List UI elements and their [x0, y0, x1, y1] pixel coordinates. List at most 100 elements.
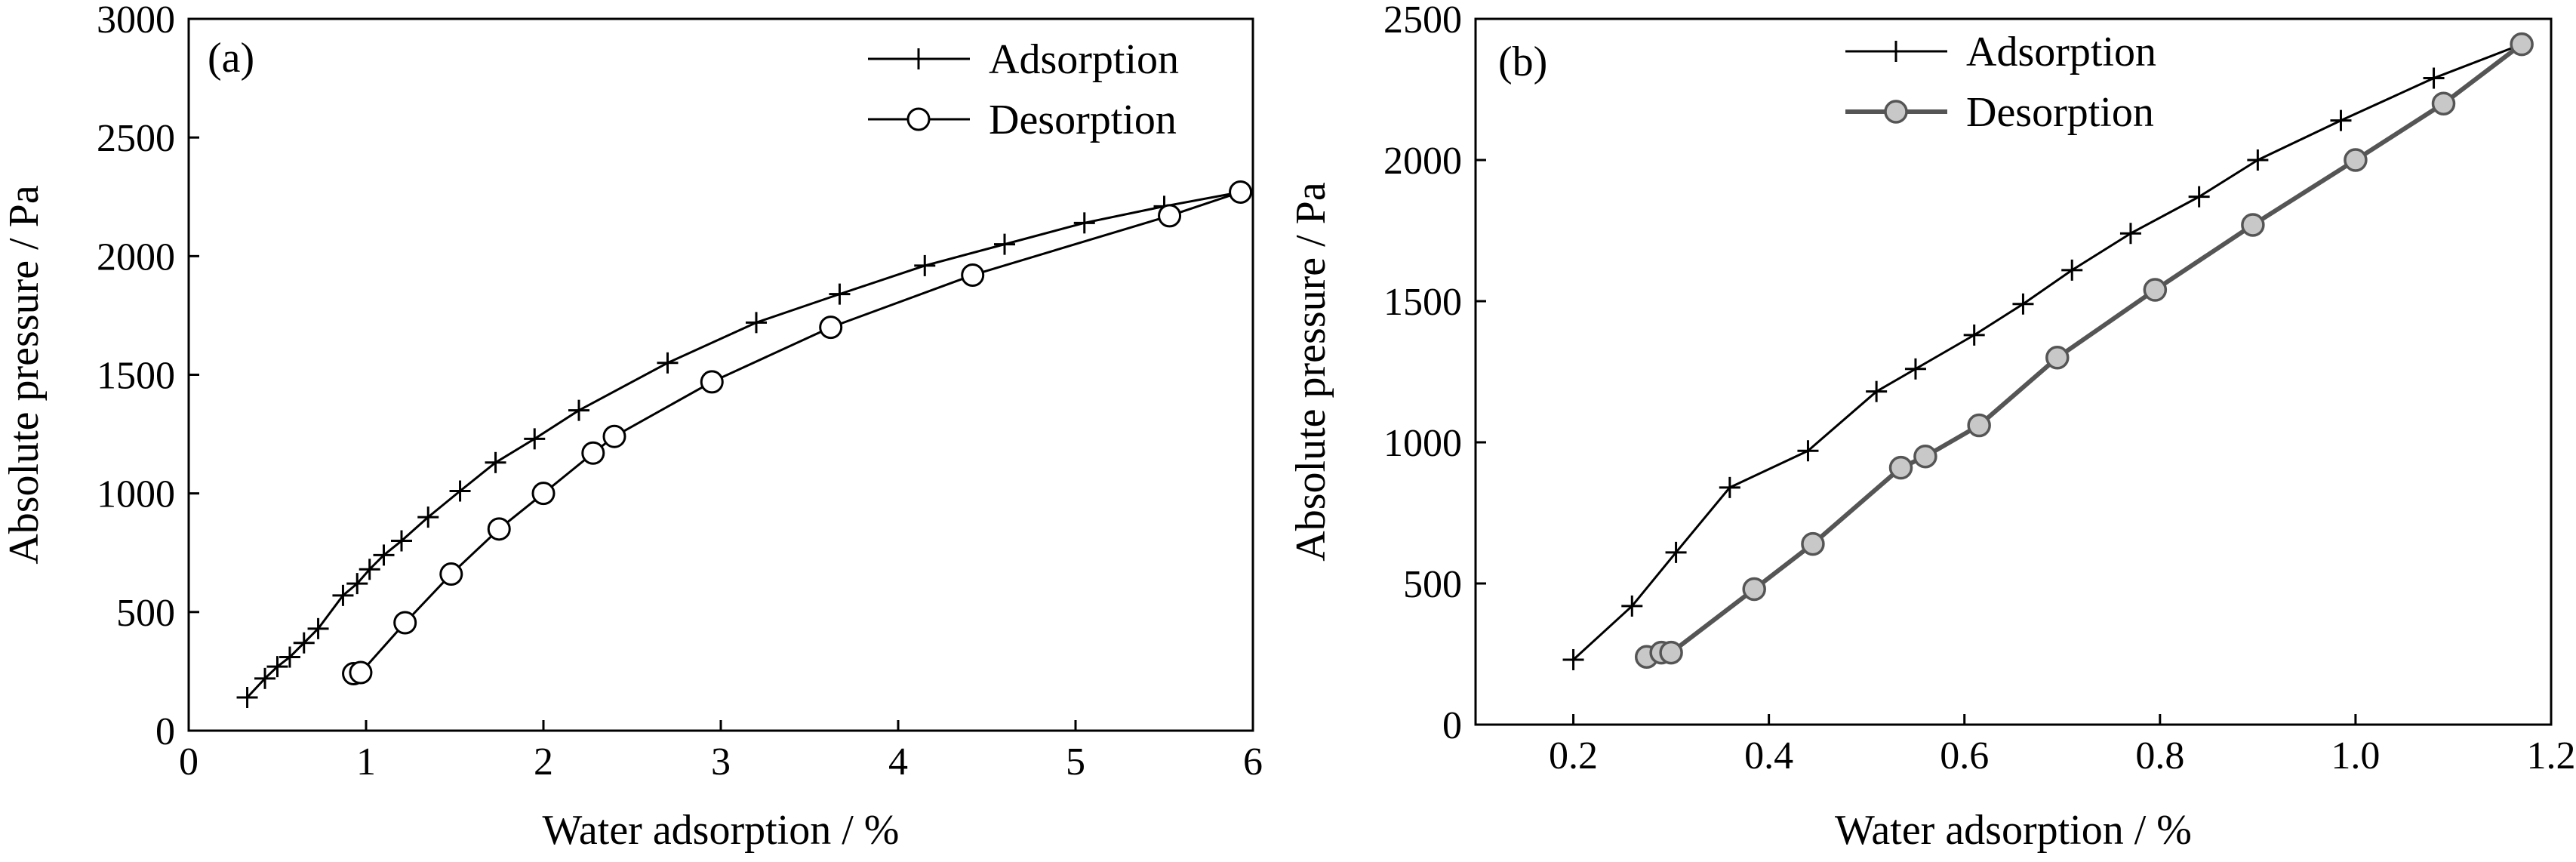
legend-label: Desorption [989, 97, 1177, 143]
data-point [1158, 204, 1182, 228]
y-tick-label: 1500 [1383, 281, 1462, 324]
plot-frame [1474, 17, 2553, 726]
legend-entry-adsorption: Adsorption [868, 36, 1179, 83]
data-point [1904, 358, 1926, 380]
x-axis-title: Water adsorption / % [543, 807, 900, 854]
data-point [2143, 278, 2168, 302]
y-tick-label: 2000 [97, 236, 175, 279]
series-line [1572, 43, 2522, 661]
data-point [657, 352, 679, 374]
data-point [332, 584, 354, 606]
data-point [581, 441, 605, 465]
x-tick-label: 3 [711, 740, 731, 783]
series-adsorption [1562, 33, 2533, 670]
data-point [1719, 476, 1740, 498]
data-point [2423, 67, 2445, 89]
data-point [1665, 541, 1687, 563]
data-point [829, 283, 851, 305]
y-tick-label: 500 [116, 592, 175, 635]
series-desorption [1634, 32, 2534, 669]
y-tick-label: 1500 [97, 355, 175, 398]
x-tick-label: 0.6 [1940, 734, 1989, 777]
data-point [373, 544, 395, 566]
legend-entry-adsorption: Adsorption [1845, 29, 2156, 75]
x-tick-label: 0.8 [2135, 734, 2184, 777]
chart-panel-2: 0.2 0.4 0.6 0.8 1.0 1.2 0 500 1000 1500 2000 2500 Wa… [1288, 0, 2576, 854]
panel-label: (b) [1498, 38, 1547, 85]
data-point [449, 480, 471, 502]
y-axis-title: Absolute pressure / Pa [1, 185, 48, 565]
data-point [524, 428, 546, 450]
data-point [2344, 148, 2368, 172]
data-point [700, 370, 724, 394]
series-line [353, 191, 1242, 676]
series-desorption [342, 180, 1253, 686]
data-point [531, 482, 556, 506]
data-point [1659, 640, 1683, 665]
data-point [2241, 213, 2265, 237]
legend-label: Adsorption [1966, 29, 2156, 75]
x-tick-label: 0 [179, 740, 199, 783]
x-tick-label: 4 [888, 740, 908, 783]
data-point [293, 632, 315, 654]
data-point [568, 399, 589, 421]
data-point [391, 530, 412, 552]
data-point [349, 660, 373, 685]
x-tick-label: 1 [356, 740, 376, 783]
series-adsorption [236, 181, 1251, 708]
legend-label: Adsorption [989, 36, 1179, 83]
data-point [1967, 413, 1991, 438]
data-point [746, 312, 767, 334]
data-point [1742, 577, 1766, 602]
data-point [2510, 32, 2534, 57]
data-point [279, 646, 300, 668]
y-tick-label: 2500 [1383, 0, 1462, 42]
legend-entry-desorption: Desorption [1845, 89, 2154, 136]
legend-marker [906, 107, 931, 131]
data-point [2119, 223, 2141, 245]
x-axis-title: Water adsorption / % [1835, 807, 2192, 854]
y-tick-label: 0 [155, 710, 175, 753]
data-point [819, 316, 843, 340]
legend-entry-desorption: Desorption [868, 97, 1177, 143]
data-point [346, 573, 368, 595]
y-tick-label: 1000 [97, 473, 175, 516]
data-point [1797, 440, 1819, 462]
series-line [1645, 42, 2523, 660]
y-tick-label: 2000 [1383, 140, 1462, 183]
data-point [2247, 149, 2269, 171]
data-point [307, 617, 329, 639]
x-tick-label: 0.2 [1549, 734, 1598, 777]
data-point [2330, 109, 2352, 131]
data-point [439, 562, 463, 586]
data-point [961, 263, 985, 287]
data-point [2061, 259, 2083, 281]
x-tick-label: 6 [1243, 740, 1263, 783]
data-point [994, 233, 1015, 255]
data-point [914, 254, 936, 276]
chart-panel-1: 0 1 2 3 4 5 6 0 500 1000 1500 2000 2500 3000 Water ads… [1, 0, 1263, 854]
data-point [1621, 595, 1643, 617]
data-point [254, 667, 276, 689]
panel-label: (a) [208, 35, 254, 82]
x-tick-label: 5 [1066, 740, 1085, 783]
data-point [2012, 293, 2034, 315]
y-tick-label: 2500 [97, 117, 175, 160]
y-tick-label: 500 [1403, 563, 1462, 606]
x-tick-label: 1.2 [2527, 734, 2576, 777]
data-point [2188, 186, 2210, 208]
data-point [2431, 91, 2456, 115]
data-point [602, 424, 626, 448]
data-point [2045, 346, 2070, 370]
legend-marker [908, 48, 929, 69]
data-point [1913, 444, 1937, 469]
data-point [1562, 648, 1584, 670]
y-tick-label: 1000 [1383, 422, 1462, 465]
data-point [266, 656, 288, 678]
data-point [1963, 324, 1985, 346]
data-point [359, 559, 380, 580]
legend-marker [1884, 100, 1908, 124]
x-tick-label: 0.4 [1744, 734, 1793, 777]
data-point [236, 686, 258, 708]
